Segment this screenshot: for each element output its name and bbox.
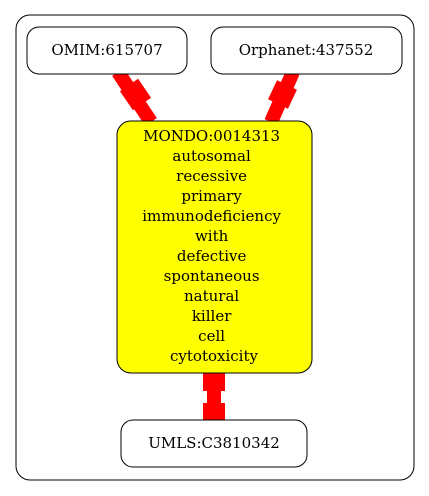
mondo-line-name: cytotoxicity (170, 347, 258, 365)
cluster-frame (15, 14, 415, 481)
node-mondo-box (116, 120, 313, 374)
node-mondo-label: MONDO:0014313 autosomal recessive primar… (142, 127, 285, 365)
node-omim-box (26, 26, 188, 75)
mondo-line-name: autosomal (172, 147, 251, 165)
mondo-line-name: cell (198, 327, 225, 345)
edge-orphanet-mondo-knot (268, 80, 297, 109)
mondo-line-name: defective (177, 247, 247, 265)
edge-orphanet-to-mondo (264, 69, 300, 125)
node-omim[interactable]: OMIM:615707 (26, 26, 188, 75)
mondo-line-name: primary (181, 187, 242, 205)
node-orphanet-box (210, 26, 403, 75)
mondo-line-name: spontaneous (164, 267, 260, 285)
node-omim-label: OMIM:615707 (51, 41, 162, 59)
edge-omim-mondo-knot (119, 78, 152, 111)
node-umls-box (120, 419, 308, 468)
node-umls-label: UMLS:C3810342 (148, 434, 280, 452)
node-umls[interactable]: UMLS:C3810342 (120, 419, 308, 468)
mondo-line-name: natural (184, 287, 239, 305)
mondo-line-name: killer (192, 307, 232, 325)
mondo-line-name: recessive (176, 167, 247, 185)
mondo-line-name: immunodeficiency (142, 207, 281, 225)
node-orphanet-label: Orphanet:437552 (239, 41, 374, 59)
edge-omim-to-mondo (112, 68, 157, 126)
node-orphanet[interactable]: Orphanet:437552 (210, 26, 403, 75)
mondo-line-id: MONDO:0014313 (143, 127, 280, 145)
node-mondo[interactable]: MONDO:0014313 autosomal recessive primar… (116, 120, 313, 374)
mondo-line-name: with (195, 227, 229, 245)
